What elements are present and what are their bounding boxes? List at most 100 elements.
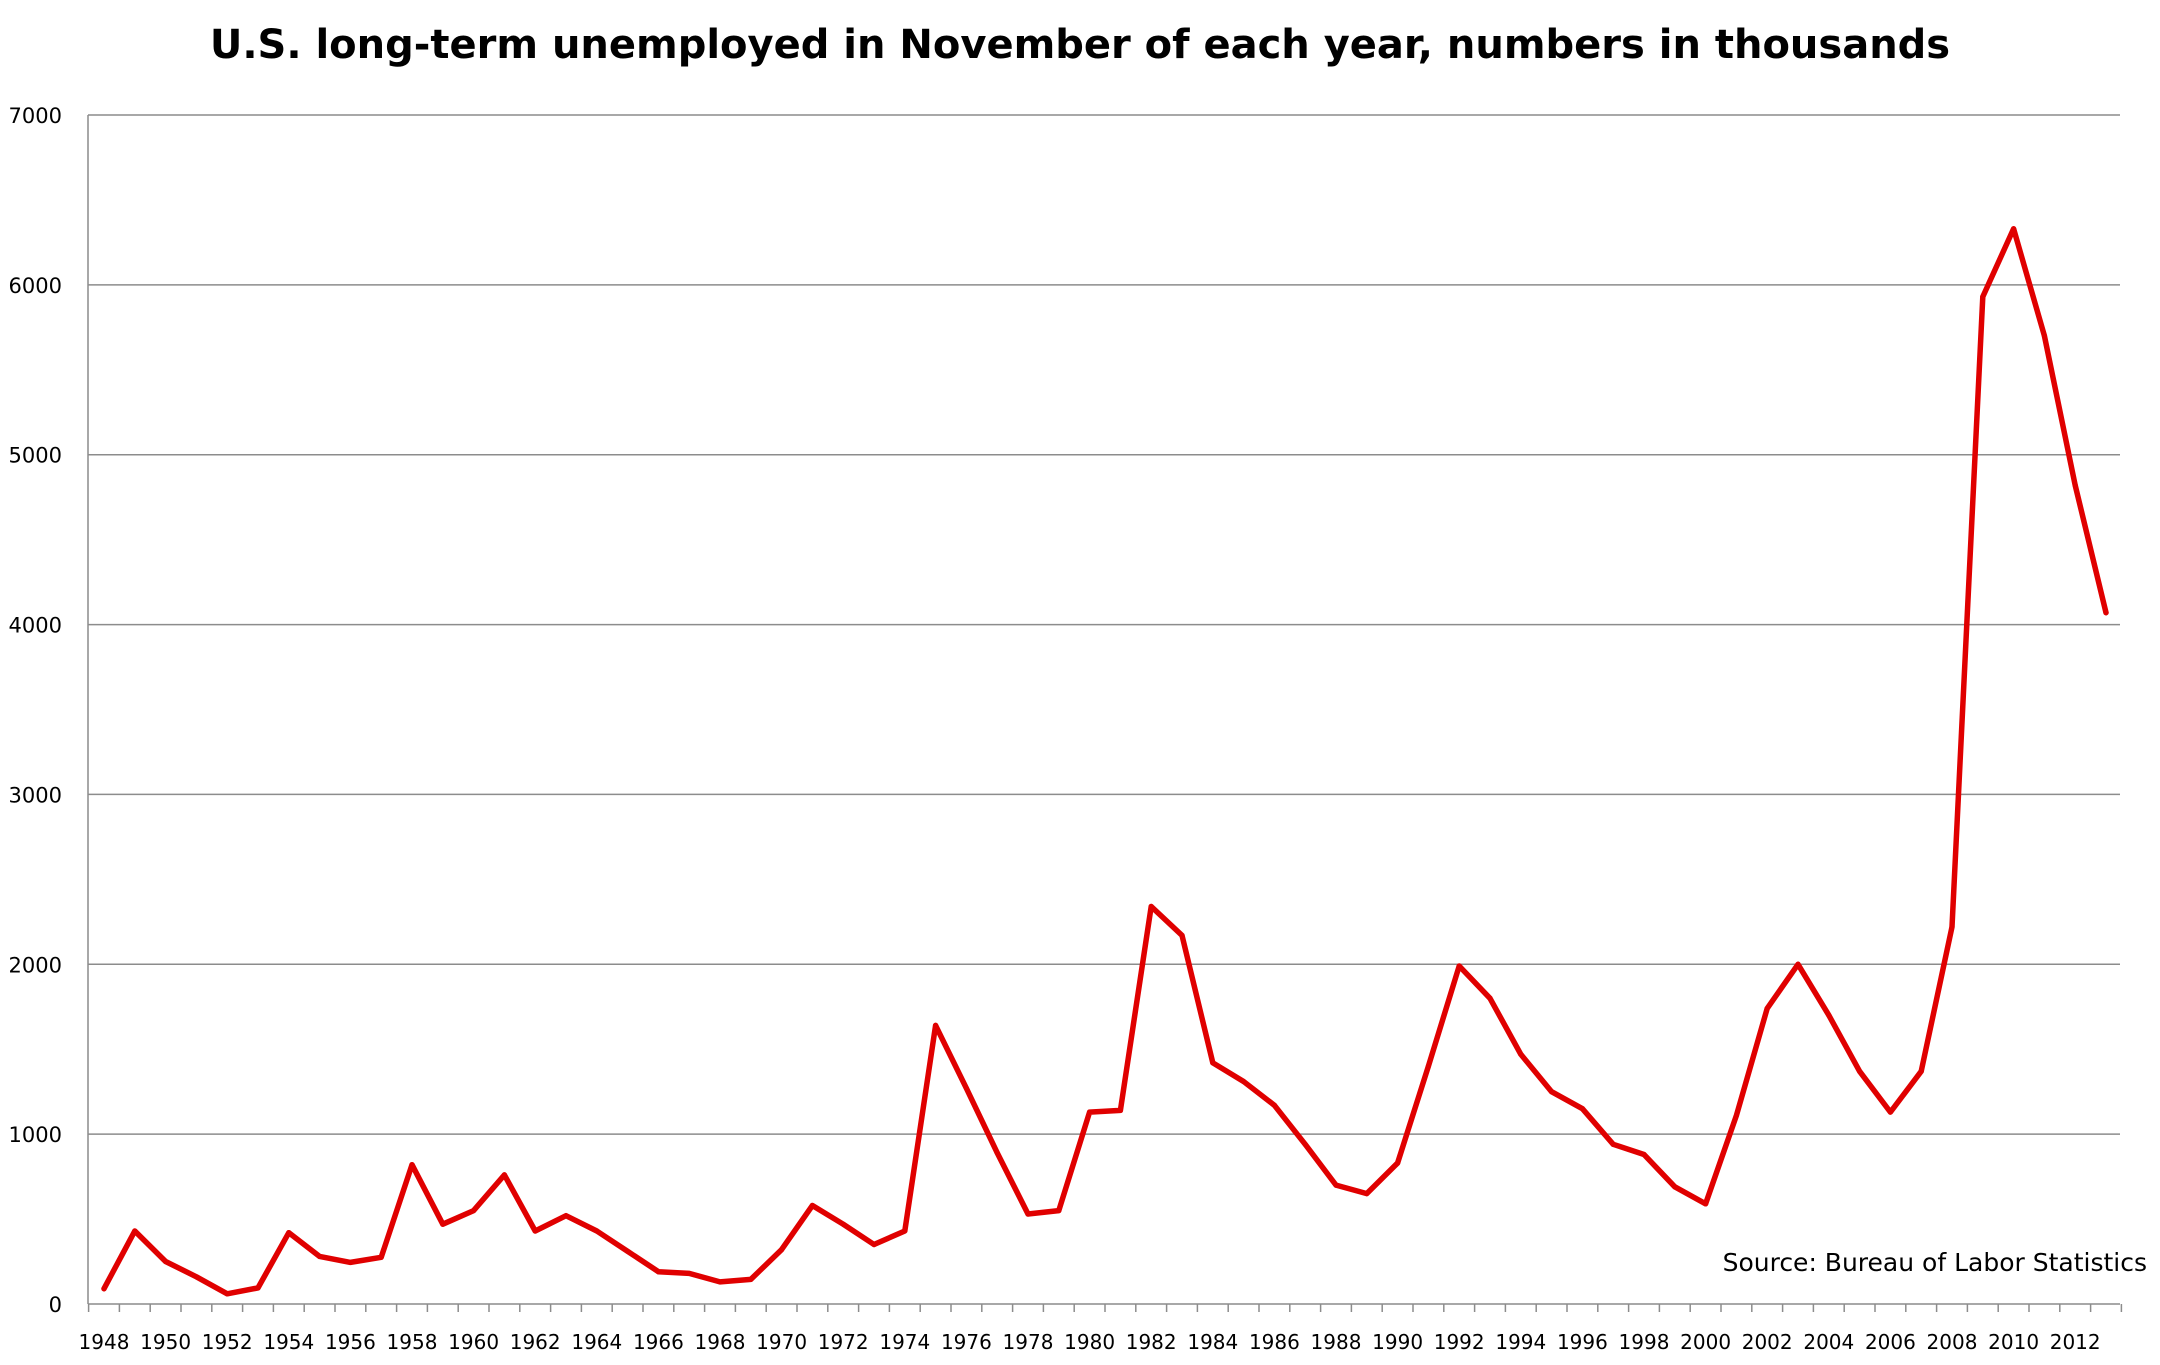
data-point (1672, 1184, 1678, 1190)
data-point (132, 1228, 138, 1234)
y-tick-label: 6000 (9, 274, 62, 298)
data-point (532, 1228, 538, 1234)
data-point (1364, 1190, 1370, 1197)
y-tick-label: 5000 (9, 444, 62, 468)
data-point (1087, 1109, 1093, 1115)
x-tick-label: 1954 (263, 1330, 314, 1354)
gridlines (88, 114, 2120, 1135)
x-tick-label: 2010 (1988, 1330, 2039, 1354)
data-point (686, 1270, 692, 1277)
data-point (501, 1172, 507, 1178)
data-point (1025, 1211, 1031, 1217)
data-point (1425, 1063, 1431, 1069)
data-point (1641, 1151, 1647, 1158)
data-point (1210, 1060, 1216, 1066)
x-tick-label: 1950 (140, 1330, 191, 1354)
x-tick-label: 2004 (1803, 1330, 1854, 1354)
x-tick-label: 1970 (756, 1330, 807, 1354)
data-point (933, 1022, 939, 1029)
x-tick-label: 1966 (633, 1330, 684, 1354)
data-point (1302, 1141, 1308, 1147)
series-line (101, 226, 2109, 1297)
data-point (1733, 1112, 1739, 1119)
y-tick-label: 7000 (9, 104, 62, 128)
x-tick-label: 1998 (1619, 1330, 1670, 1354)
x-tick-label: 1958 (387, 1330, 438, 1354)
x-tick-label: 1956 (325, 1330, 376, 1354)
y-tick-label: 3000 (9, 783, 62, 807)
axes (87, 115, 2123, 1312)
data-point (1395, 1160, 1401, 1166)
data-point (1980, 294, 1986, 300)
data-point (840, 1221, 846, 1227)
chart-title: U.S. long-term unemployed in November of… (209, 22, 1951, 68)
x-tick-label: 1992 (1434, 1330, 1485, 1354)
x-tick-labels: 1948 1950 1952 1954 1956 1958 1960 1962 1964 1966… (79, 1330, 2101, 1354)
data-point (286, 1230, 292, 1236)
data-point (1857, 1068, 1863, 1074)
data-point (255, 1285, 261, 1291)
data-point (1271, 1102, 1277, 1108)
series (101, 226, 2109, 1297)
x-tick-label: 1982 (1126, 1330, 1177, 1354)
data-point (1549, 1089, 1555, 1095)
x-tick-label: 1972 (818, 1330, 869, 1354)
data-point (1487, 995, 1493, 1001)
data-point (471, 1207, 477, 1214)
x-tick-label: 2012 (2050, 1330, 2101, 1354)
data-point (1764, 1005, 1770, 1012)
x-tick-label: 1976 (941, 1330, 992, 1354)
data-point (317, 1253, 323, 1260)
x-tick-label: 2002 (1742, 1330, 1793, 1354)
y-tick-label: 2000 (9, 953, 62, 977)
x-tick-label: 1964 (571, 1330, 622, 1354)
x-tick-label: 1952 (202, 1330, 253, 1354)
data-point (101, 1286, 107, 1292)
x-tick-label: 1960 (448, 1330, 499, 1354)
data-point (440, 1221, 446, 1227)
data-point (2011, 226, 2017, 232)
y-tick-label: 4000 (9, 614, 62, 638)
data-point (1241, 1078, 1247, 1085)
data-point (1148, 903, 1154, 910)
data-point (378, 1254, 384, 1260)
data-point (809, 1202, 816, 1209)
data-point (1949, 924, 1955, 930)
data-point (409, 1162, 415, 1168)
data-point (2072, 482, 2078, 488)
y-tick-labels: 0 1000 2000 3000 4000 5000 6000 7000 (9, 104, 62, 1317)
data-point (779, 1247, 785, 1253)
data-point (1610, 1141, 1616, 1147)
x-tick-label: 1994 (1495, 1330, 1546, 1354)
data-point (1795, 961, 1801, 967)
source-annotation: Source: Bureau of Labor Statistics (1723, 1248, 2147, 1277)
data-point (625, 1248, 631, 1254)
x-tick-label: 1974 (879, 1330, 930, 1354)
data-point (1918, 1068, 1924, 1074)
data-point (193, 1274, 199, 1280)
data-point (902, 1228, 908, 1234)
x-tick-label: 2008 (1927, 1330, 1978, 1354)
x-tick-label: 2006 (1865, 1330, 1916, 1354)
x-tick-label: 1990 (1372, 1330, 1423, 1354)
data-point (871, 1241, 877, 1248)
data-point (1179, 932, 1185, 939)
data-point (224, 1291, 230, 1297)
data-point (163, 1258, 169, 1265)
data-point (994, 1150, 1000, 1156)
data-point (655, 1269, 662, 1275)
x-tick-label: 1996 (1557, 1330, 1608, 1354)
data-point (2041, 333, 2047, 339)
data-point (717, 1279, 723, 1285)
data-point (594, 1228, 600, 1234)
x-tick-label: 2000 (1680, 1330, 1731, 1354)
y-tick-label: 0 (49, 1293, 62, 1317)
data-point (748, 1276, 754, 1282)
data-point (1518, 1051, 1524, 1057)
data-point (563, 1213, 569, 1219)
y-tick-label: 1000 (9, 1123, 62, 1147)
x-tick-label: 1988 (1311, 1330, 1362, 1354)
x-tick-label: 1986 (1249, 1330, 1300, 1354)
